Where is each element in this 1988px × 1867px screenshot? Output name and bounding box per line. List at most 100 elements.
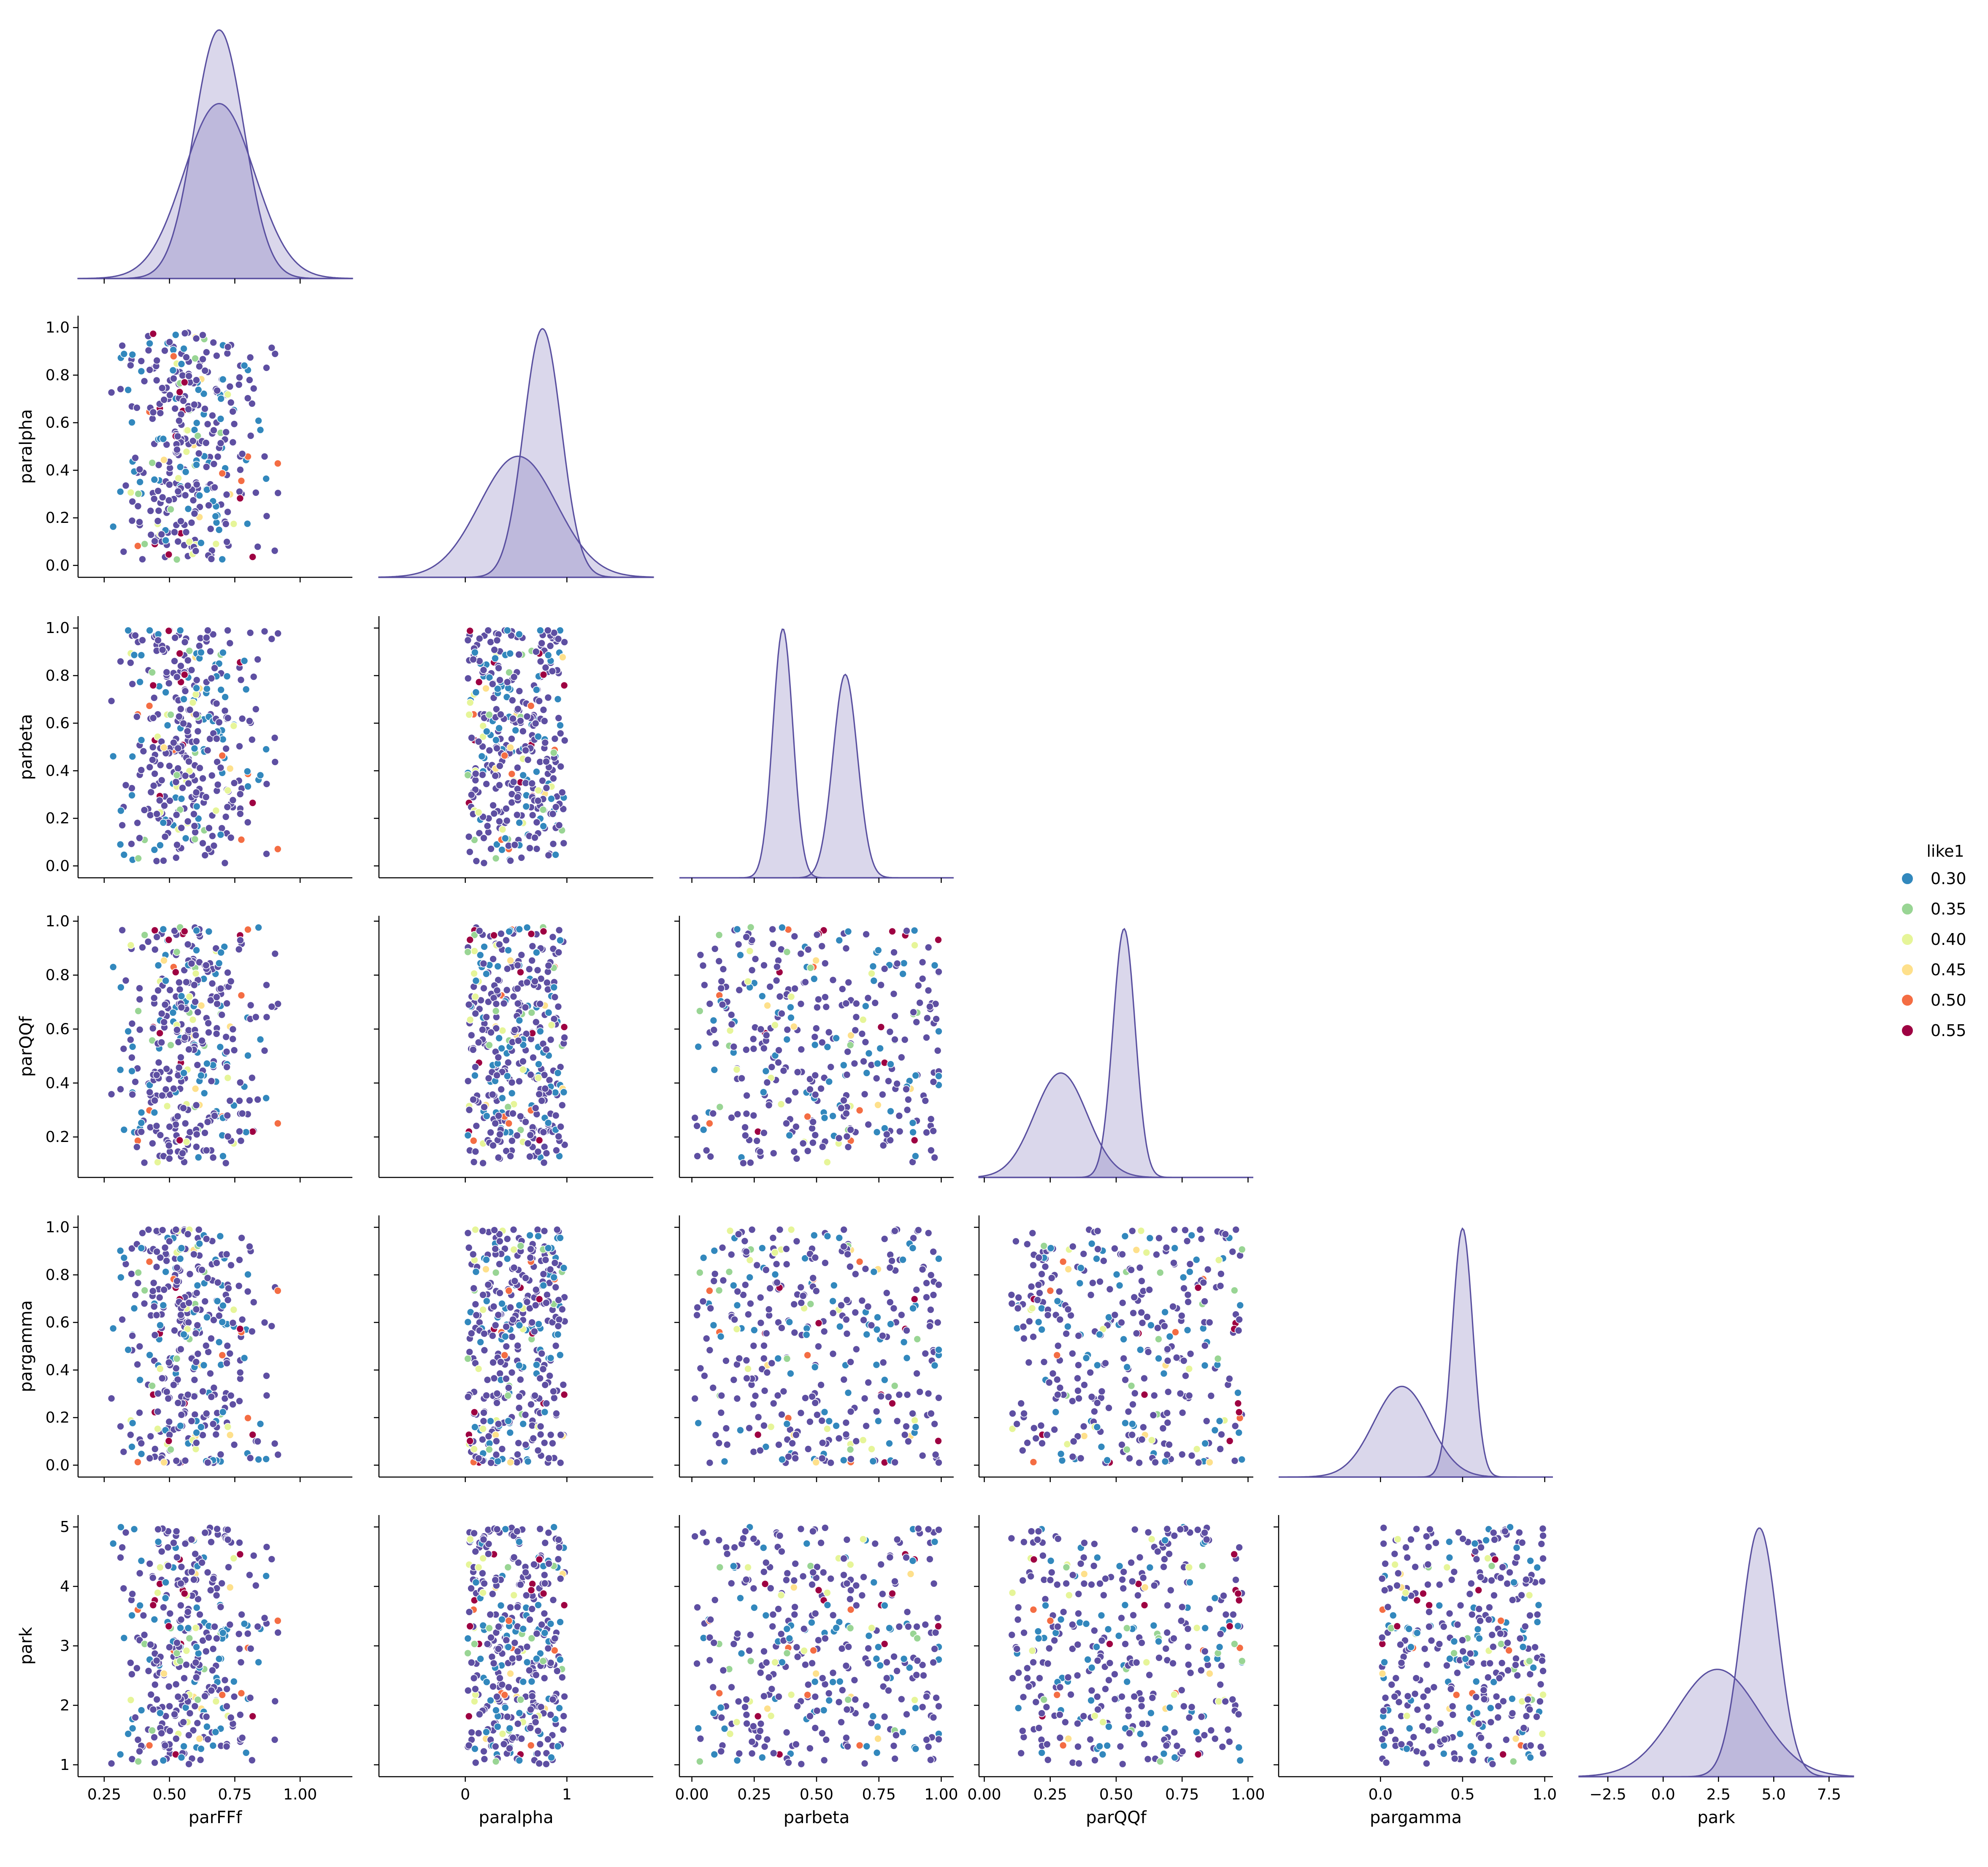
data-point: [128, 1090, 137, 1099]
data-point: [506, 1303, 514, 1312]
data-point: [165, 1237, 173, 1245]
data-point: [212, 944, 220, 952]
data-point: [203, 1723, 211, 1731]
data-point: [249, 799, 257, 807]
data-point: [733, 1301, 741, 1310]
data-point: [219, 649, 227, 657]
data-point: [185, 758, 193, 766]
data-point: [1225, 1437, 1234, 1445]
data-point: [213, 735, 221, 743]
data-point: [540, 1158, 548, 1167]
data-point: [151, 926, 159, 934]
data-point: [540, 1610, 549, 1618]
data-point: [1163, 1418, 1172, 1427]
data-point: [730, 1640, 738, 1648]
data-point: [709, 1709, 718, 1717]
data-point: [138, 943, 146, 952]
data-point: [184, 1318, 192, 1326]
data-point: [254, 543, 262, 551]
data-point: [852, 1013, 860, 1021]
data-point: [471, 1009, 479, 1017]
data-point: [722, 1424, 730, 1432]
data-point: [195, 491, 204, 500]
data-point: [715, 931, 723, 939]
data-point: [806, 964, 815, 972]
data-point: [260, 452, 269, 460]
data-point: [140, 377, 149, 385]
data-point: [177, 1615, 185, 1624]
data-point: [744, 1310, 752, 1318]
data-point: [207, 674, 216, 682]
data-point: [509, 1734, 517, 1742]
data-point: [546, 1431, 555, 1439]
data-point: [254, 1658, 262, 1667]
data-point: [549, 774, 557, 782]
data-point: [199, 839, 207, 847]
data-point: [206, 996, 215, 1004]
data-point: [485, 711, 493, 719]
data-point: [480, 1579, 488, 1588]
data-point: [829, 1669, 837, 1677]
data-point: [180, 344, 188, 353]
data-point: [211, 483, 219, 492]
data-point: [718, 1001, 727, 1009]
data-point: [485, 674, 494, 682]
data-point: [162, 977, 170, 985]
data-point: [222, 1742, 231, 1751]
data-point: [224, 1423, 232, 1431]
data-point: [912, 1152, 920, 1160]
data-point: [474, 1729, 483, 1737]
data-point: [885, 1439, 893, 1448]
data-point: [209, 1153, 217, 1162]
data-point: [235, 1127, 243, 1136]
data-point: [1017, 1399, 1025, 1407]
data-point: [471, 1697, 479, 1705]
data-point: [539, 706, 548, 714]
data-point: [811, 1041, 819, 1049]
panel-pargamma-vs-paralpha: [374, 1215, 653, 1482]
data-point: [871, 1540, 879, 1548]
data-point: [890, 1304, 898, 1312]
data-point: [888, 1257, 896, 1265]
data-point: [817, 1085, 825, 1093]
data-point: [783, 1420, 791, 1428]
panel-pargamma-vs-pargamma: [1279, 1227, 1553, 1482]
data-point: [544, 1009, 553, 1017]
data-point: [534, 1232, 542, 1240]
data-point: [527, 1678, 536, 1686]
data-point: [128, 791, 136, 799]
data-point: [109, 1540, 117, 1548]
data-point: [107, 1090, 116, 1099]
y-tick-label: 0.4: [46, 462, 70, 479]
data-point: [174, 1399, 182, 1407]
data-point: [192, 461, 200, 469]
data-point: [208, 979, 216, 988]
data-point: [192, 1624, 200, 1632]
data-point: [201, 1529, 209, 1537]
data-point: [1069, 1242, 1077, 1250]
data-point: [528, 779, 536, 787]
data-point: [873, 1128, 881, 1136]
data-point: [464, 1229, 472, 1237]
data-point: [840, 1554, 848, 1563]
data-point: [192, 376, 200, 384]
data-point: [495, 1034, 503, 1042]
data-point: [1166, 1332, 1174, 1341]
data-point: [517, 854, 525, 862]
data-point: [1030, 1424, 1038, 1432]
data-point: [150, 1302, 158, 1311]
data-point: [874, 1101, 882, 1109]
data-point: [852, 1270, 860, 1278]
data-point: [149, 1024, 157, 1032]
data-point: [1087, 1393, 1096, 1401]
data-point: [176, 388, 184, 396]
data-point: [1034, 1281, 1043, 1289]
data-point: [485, 1041, 493, 1049]
data-point: [199, 774, 207, 782]
data-point: [150, 1733, 158, 1742]
data-point: [488, 1653, 496, 1661]
data-point: [852, 1437, 860, 1445]
data-point: [818, 1038, 826, 1047]
data-point: [173, 1639, 181, 1647]
